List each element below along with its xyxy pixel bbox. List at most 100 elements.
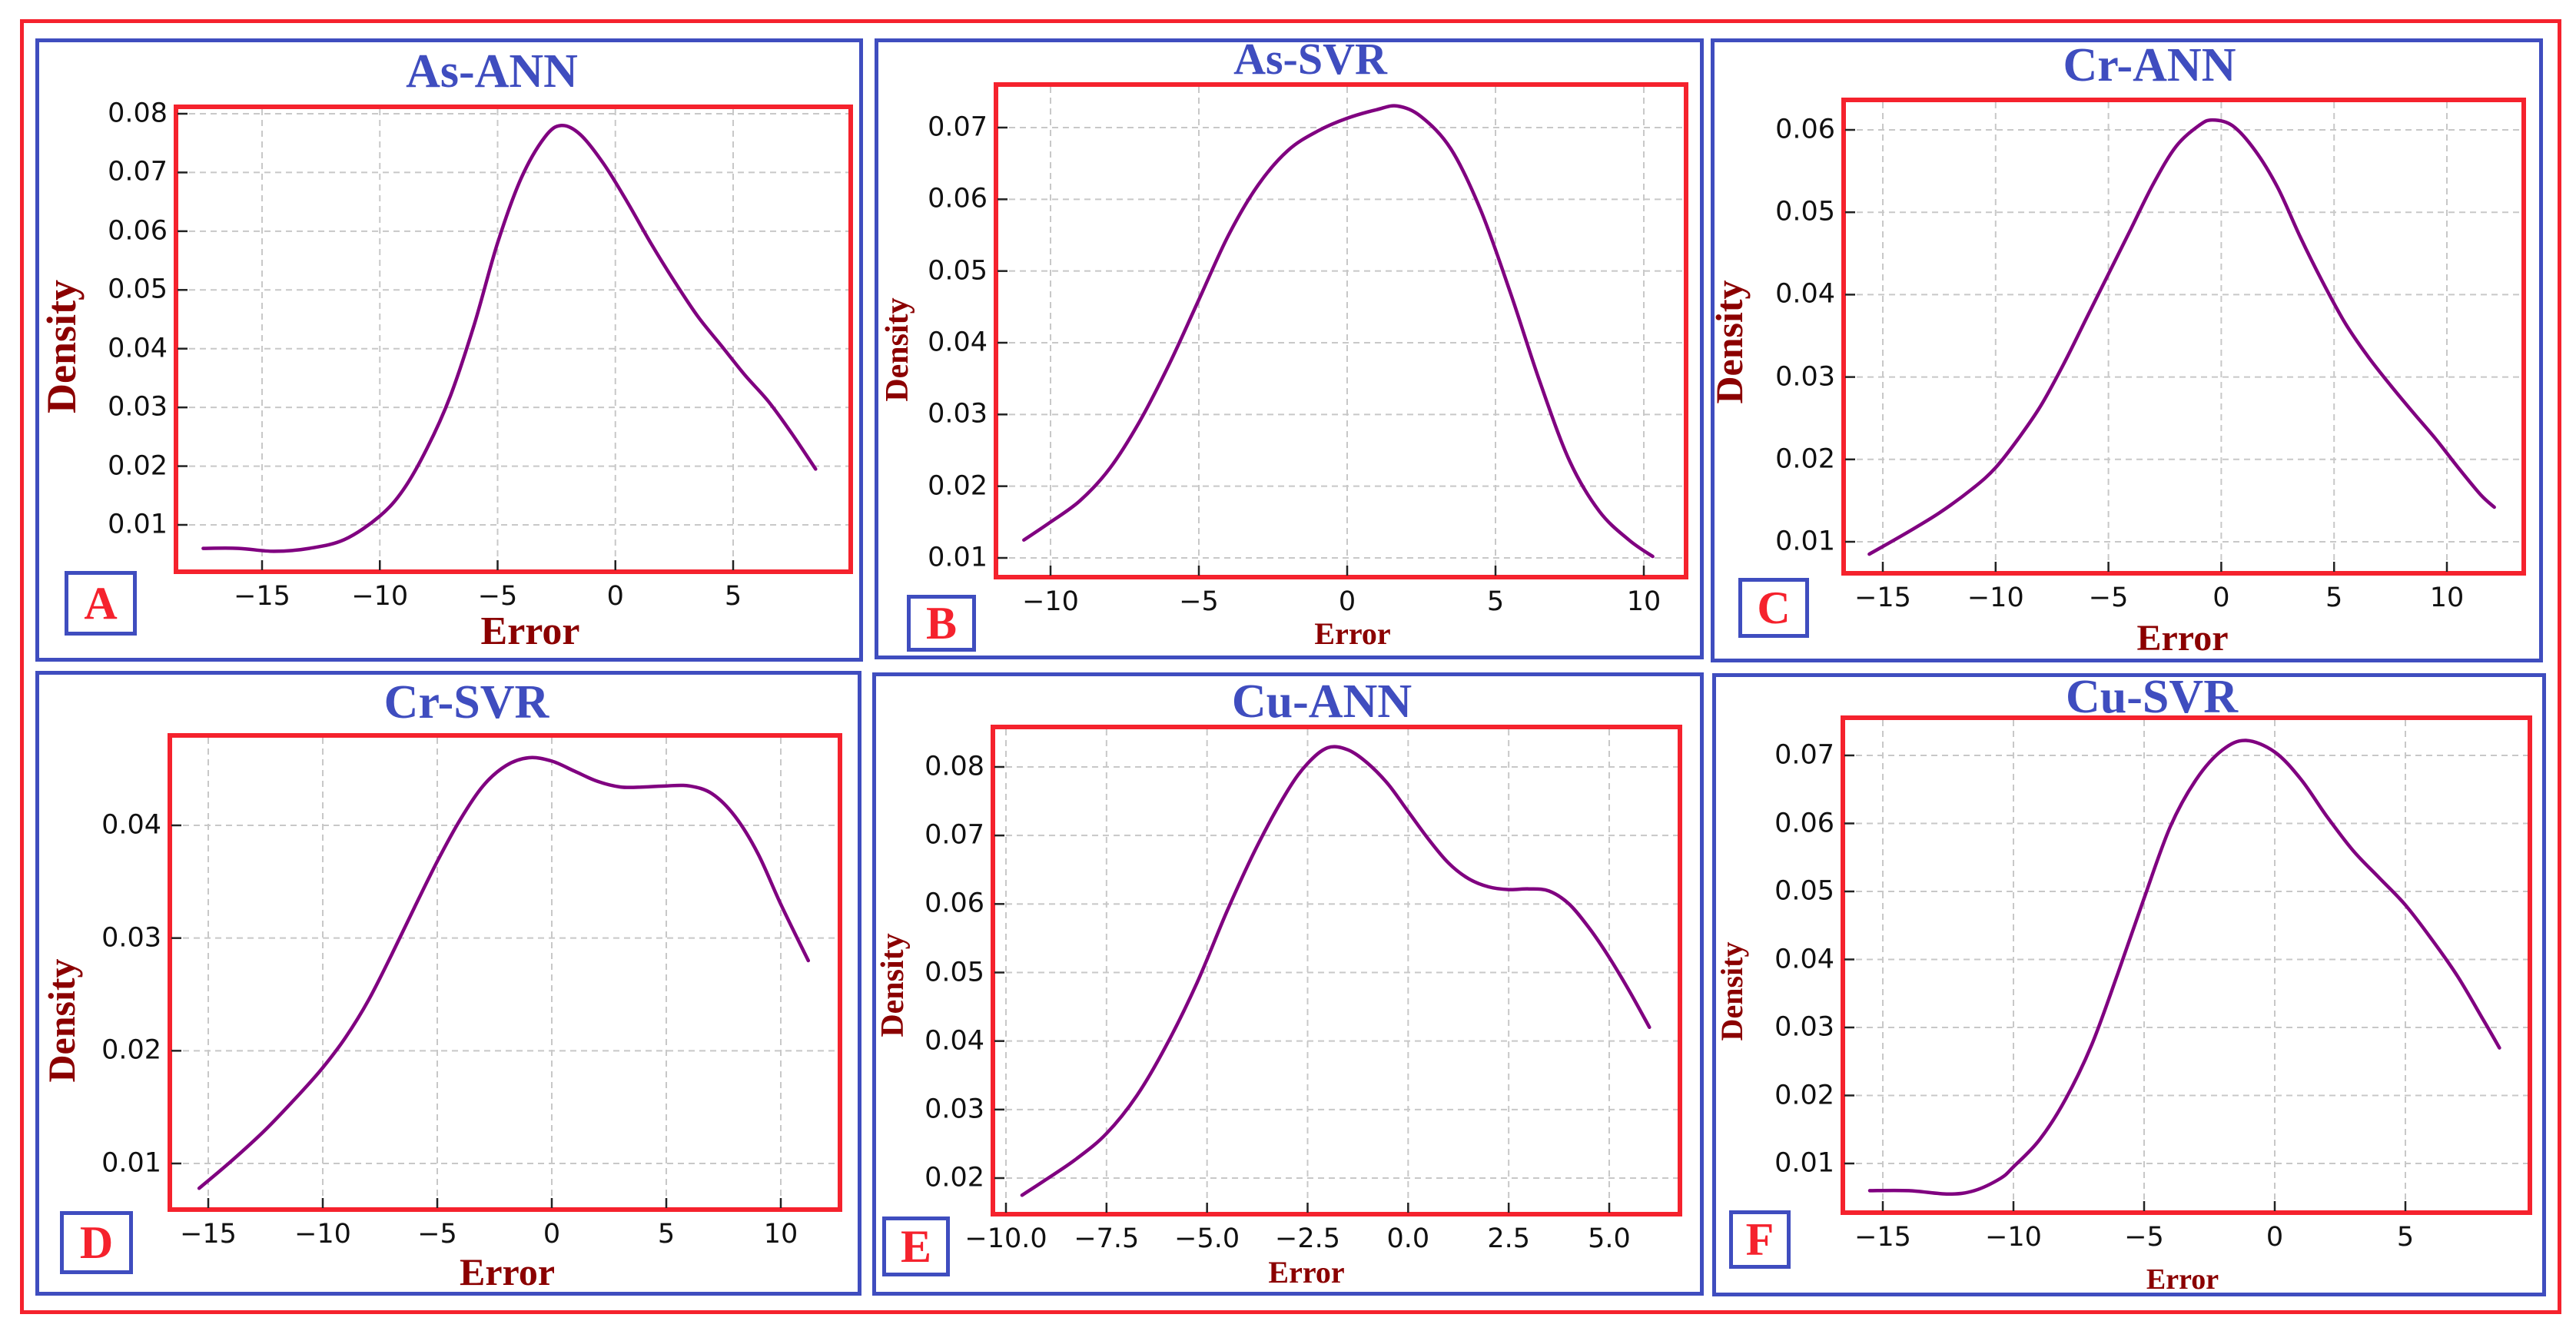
y-tick-label: 0.01 [928,542,988,573]
x-tick-label: 0 [2266,1222,2284,1253]
plot-area [1841,98,2526,576]
panel-c [1711,38,2543,662]
y-tick-label: 0.04 [101,809,161,841]
y-tick-label: 0.03 [1774,1011,1834,1043]
panel-f [1712,673,2546,1296]
y-tick-label: 0.06 [1774,808,1834,838]
x-tick-label: −10 [351,581,409,612]
panel-title: Cr-ANN [2063,39,2236,91]
plot-area [174,105,853,574]
y-tick-label: 0.04 [1775,278,1835,310]
x-tick-label: −5.0 [1174,1223,1240,1254]
y-tick-label: 0.08 [108,98,168,129]
y-tick-label: 0.01 [108,509,168,540]
plot-area [991,725,1682,1216]
x-tick-label: 0.0 [1386,1223,1430,1254]
x-tick-label: 5.0 [1588,1223,1631,1254]
panel-a [35,38,863,662]
x-tick-label: −5 [477,581,518,612]
x-tick-label: 5 [724,581,742,612]
x-tick-label: −10 [1022,586,1079,617]
y-tick-label: 0.06 [108,215,168,247]
y-tick-label: 0.05 [1775,196,1835,227]
x-tick-label: −7.5 [1074,1223,1140,1254]
x-tick-label: −10 [294,1219,351,1250]
y-tick-label: 0.04 [108,333,168,364]
x-tick-label: 2.5 [1487,1223,1530,1254]
x-tick-label: 0 [1338,586,1356,617]
y-tick-label: 0.07 [1774,739,1834,771]
y-tick-label: 0.01 [1775,526,1835,557]
x-tick-label: −5 [1179,586,1219,617]
x-tick-label: 0 [606,581,624,612]
y-tick-label: 0.03 [101,922,161,954]
panel-e [872,672,1704,1296]
x-axis-label: Error [459,1250,556,1293]
x-tick-label: −5 [417,1219,457,1250]
x-axis-label: Error [2136,618,2229,659]
panel-letter-e: E [882,1216,950,1276]
y-tick-label: 0.02 [108,450,168,482]
y-tick-label: 0.03 [925,1094,984,1125]
panel-letter-c: C [1738,578,1809,638]
y-tick-label: 0.04 [928,327,988,358]
y-axis-label: Density [875,933,911,1037]
x-tick-label: 5 [2396,1222,2415,1253]
y-tick-label: 0.06 [928,183,988,214]
x-axis-label: Error [1314,616,1391,651]
x-tick-label: 10 [763,1219,798,1250]
y-tick-label: 0.02 [925,1162,984,1193]
y-tick-label: 0.02 [1774,1080,1834,1110]
x-axis-label: Error [1268,1255,1345,1290]
panel-d [35,671,861,1296]
plot-area [994,82,1688,579]
x-tick-label: −2.5 [1275,1223,1340,1254]
x-tick-label: −15 [234,581,290,612]
x-tick-label: −15 [180,1219,237,1250]
y-axis-label: Density [1715,941,1749,1041]
figure-frame [20,19,2561,1314]
x-tick-label: 5 [657,1219,676,1250]
panel-title: Cr-SVR [383,676,549,729]
x-tick-label: −10 [1967,583,2024,613]
x-tick-label: −5 [2124,1222,2164,1253]
y-tick-label: 0.04 [1774,944,1834,974]
plot-area [168,733,842,1212]
x-tick-label: 5 [1486,586,1505,617]
x-tick-label: 0 [2213,583,2230,613]
y-tick-label: 0.02 [928,470,988,502]
y-axis-label: Density [38,280,85,413]
panel-title: As-SVR [1233,34,1387,84]
x-tick-label: −15 [1854,583,1911,613]
y-tick-label: 0.05 [925,957,984,987]
y-tick-label: 0.03 [108,391,168,423]
x-tick-label: 10 [2429,583,2465,613]
panel-letter-f: F [1729,1210,1791,1269]
y-tick-label: 0.07 [108,156,168,188]
panel-letter-d: D [60,1211,133,1274]
x-axis-label: Error [480,609,580,653]
y-tick-label: 0.04 [925,1025,984,1057]
y-tick-label: 0.01 [101,1147,161,1179]
y-tick-label: 0.05 [1774,875,1834,907]
x-axis-label: Error [2146,1263,2219,1296]
panel-title: Cu-ANN [1231,675,1412,728]
y-axis-label: Density [1708,280,1751,404]
y-tick-label: 0.01 [1774,1147,1834,1179]
y-tick-label: 0.03 [1775,361,1835,393]
y-tick-label: 0.06 [1775,114,1835,145]
plot-area [1841,715,2532,1215]
y-tick-label: 0.02 [101,1034,161,1066]
y-tick-label: 0.02 [1775,443,1835,475]
x-tick-label: 5 [2325,583,2343,613]
panel-title: As-ANN [406,45,578,98]
y-tick-label: 0.07 [925,819,984,851]
y-axis-label: Density [880,297,915,402]
y-tick-label: 0.06 [925,888,984,919]
y-tick-label: 0.07 [928,111,988,143]
panel-title: Cu-SVR [2066,671,2238,723]
y-axis-label: Density [40,958,83,1083]
y-tick-label: 0.03 [928,398,988,430]
x-tick-label: −10.0 [964,1223,1047,1254]
panel-b [875,38,1704,659]
